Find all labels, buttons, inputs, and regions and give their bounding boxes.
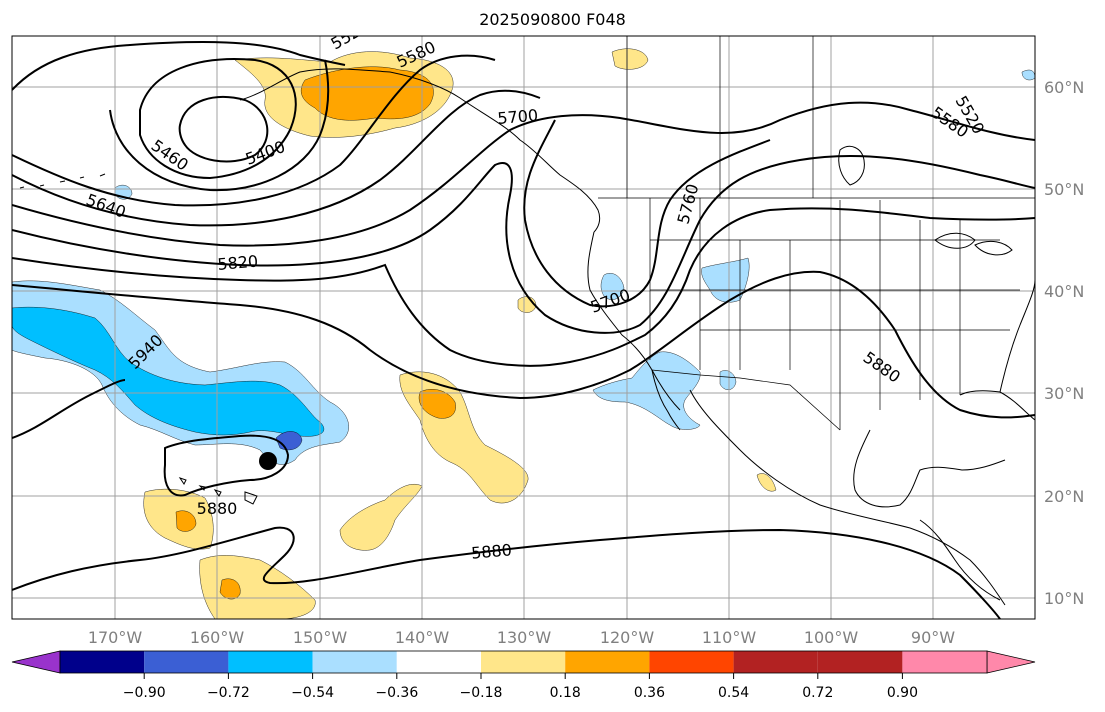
storm-marker-dot (259, 452, 277, 470)
contour-label: 5820 (217, 252, 259, 274)
contour-5580 (12, 54, 496, 207)
shade-east-pacific-light (339, 484, 423, 551)
lon-label: 100°W (804, 628, 859, 647)
contour-5700-trough (523, 119, 771, 308)
contour-5460 (139, 58, 297, 180)
colorbar-extend-high (986, 650, 1036, 674)
contour-5880-north (12, 270, 1035, 419)
lon-label: 140°W (395, 628, 450, 647)
colorbar-segment (902, 651, 987, 673)
lat-label: 40°N (1044, 282, 1084, 301)
shade-baja-neg (592, 351, 701, 430)
shade-itcz-light (199, 555, 316, 619)
shade-central-pacific-mid (418, 389, 456, 419)
lat-label: 20°N (1044, 487, 1084, 506)
lat-label: 10°N (1044, 589, 1084, 608)
colorbar-tick-label: 0.18 (550, 685, 581, 701)
colorbar-segment (228, 651, 313, 673)
colorbar-tick-label: −0.54 (291, 685, 334, 701)
contour-5520-inner (109, 59, 330, 192)
colorbar-tick-label: −0.72 (207, 685, 250, 701)
contour-5700 (12, 101, 1035, 247)
shade-yukon-light (611, 48, 649, 70)
colorbar-segment (817, 651, 903, 673)
colorbar-segment (312, 651, 397, 673)
contour-5400 (178, 96, 269, 163)
colorbar-tick-label: 0.54 (718, 685, 749, 701)
lon-label: 130°W (497, 628, 552, 647)
colorbar-tick-label: 0.72 (802, 685, 833, 701)
coastlines (19, 68, 1035, 606)
contour-5820 (12, 207, 1035, 367)
colorbar-segment (565, 651, 650, 673)
colorbar-tick-label: −0.36 (375, 685, 418, 701)
contour-label: 5700 (497, 106, 539, 128)
shade-itcz-mid (219, 578, 241, 600)
colorbar-segment (649, 651, 734, 673)
lon-label: 160°W (190, 628, 245, 647)
longitude-axis: 170°W 160°W 150°W 140°W 130°W 120°W 110°… (88, 628, 955, 647)
colorbar-tick-label: 0.36 (634, 685, 665, 701)
colorbar-frame (59, 650, 988, 674)
contour-5640 (12, 89, 541, 227)
shade-mexico-blob (756, 473, 777, 492)
map-title: 2025090800 F048 (479, 10, 626, 29)
contour-label: 5880 (470, 540, 512, 562)
lon-label: 90°W (911, 628, 955, 647)
lat-label: 50°N (1044, 180, 1084, 199)
graticule (12, 36, 1035, 619)
shade-california-neg (600, 273, 625, 300)
colorbar-extend-low (11, 650, 61, 674)
shade-az-small (719, 370, 737, 390)
contour-label: 5880 (197, 499, 238, 518)
colorbar-segment (144, 651, 229, 673)
contour-5880-south (12, 526, 1001, 619)
latitude-axis: 60°N 50°N 40°N 30°N 20°N 10°N (1044, 78, 1084, 608)
colorbar-segment (60, 651, 145, 673)
lon-label: 150°W (293, 628, 348, 647)
lon-label: 110°W (702, 628, 757, 647)
colorbar-tick-label: −0.18 (460, 685, 503, 701)
shade-alaska-mid (300, 66, 434, 121)
lat-label: 30°N (1044, 384, 1084, 403)
lon-label: 170°W (88, 628, 143, 647)
plot-frame (11, 35, 1036, 620)
contour-5760 (12, 154, 1035, 334)
height-contours (12, 41, 1035, 619)
lon-label: 120°W (600, 628, 655, 647)
map-plot-area: 5520 5580 5460 5400 5640 5700 5820 5760 … (12, 36, 1035, 619)
colorbar-ticks (143, 673, 903, 679)
shade-hudson-small (1021, 69, 1035, 81)
colorbar-tick-label: 0.90 (887, 685, 918, 701)
colorbar: −0.90 −0.72 −0.54 −0.36 −0.18 0.18 0.36 … (11, 650, 1036, 701)
shade-hawaii-south-mid (175, 510, 197, 532)
contour-5520-west (12, 41, 346, 91)
colorbar-segment (733, 651, 818, 673)
contour-5880-hawaii (12, 379, 290, 497)
colorbar-segment (481, 651, 566, 673)
colorbar-segment (396, 651, 481, 673)
colorbar-tick-label: −0.90 (123, 685, 166, 701)
lat-label: 60°N (1044, 78, 1084, 97)
anomaly-shading (12, 48, 1035, 619)
